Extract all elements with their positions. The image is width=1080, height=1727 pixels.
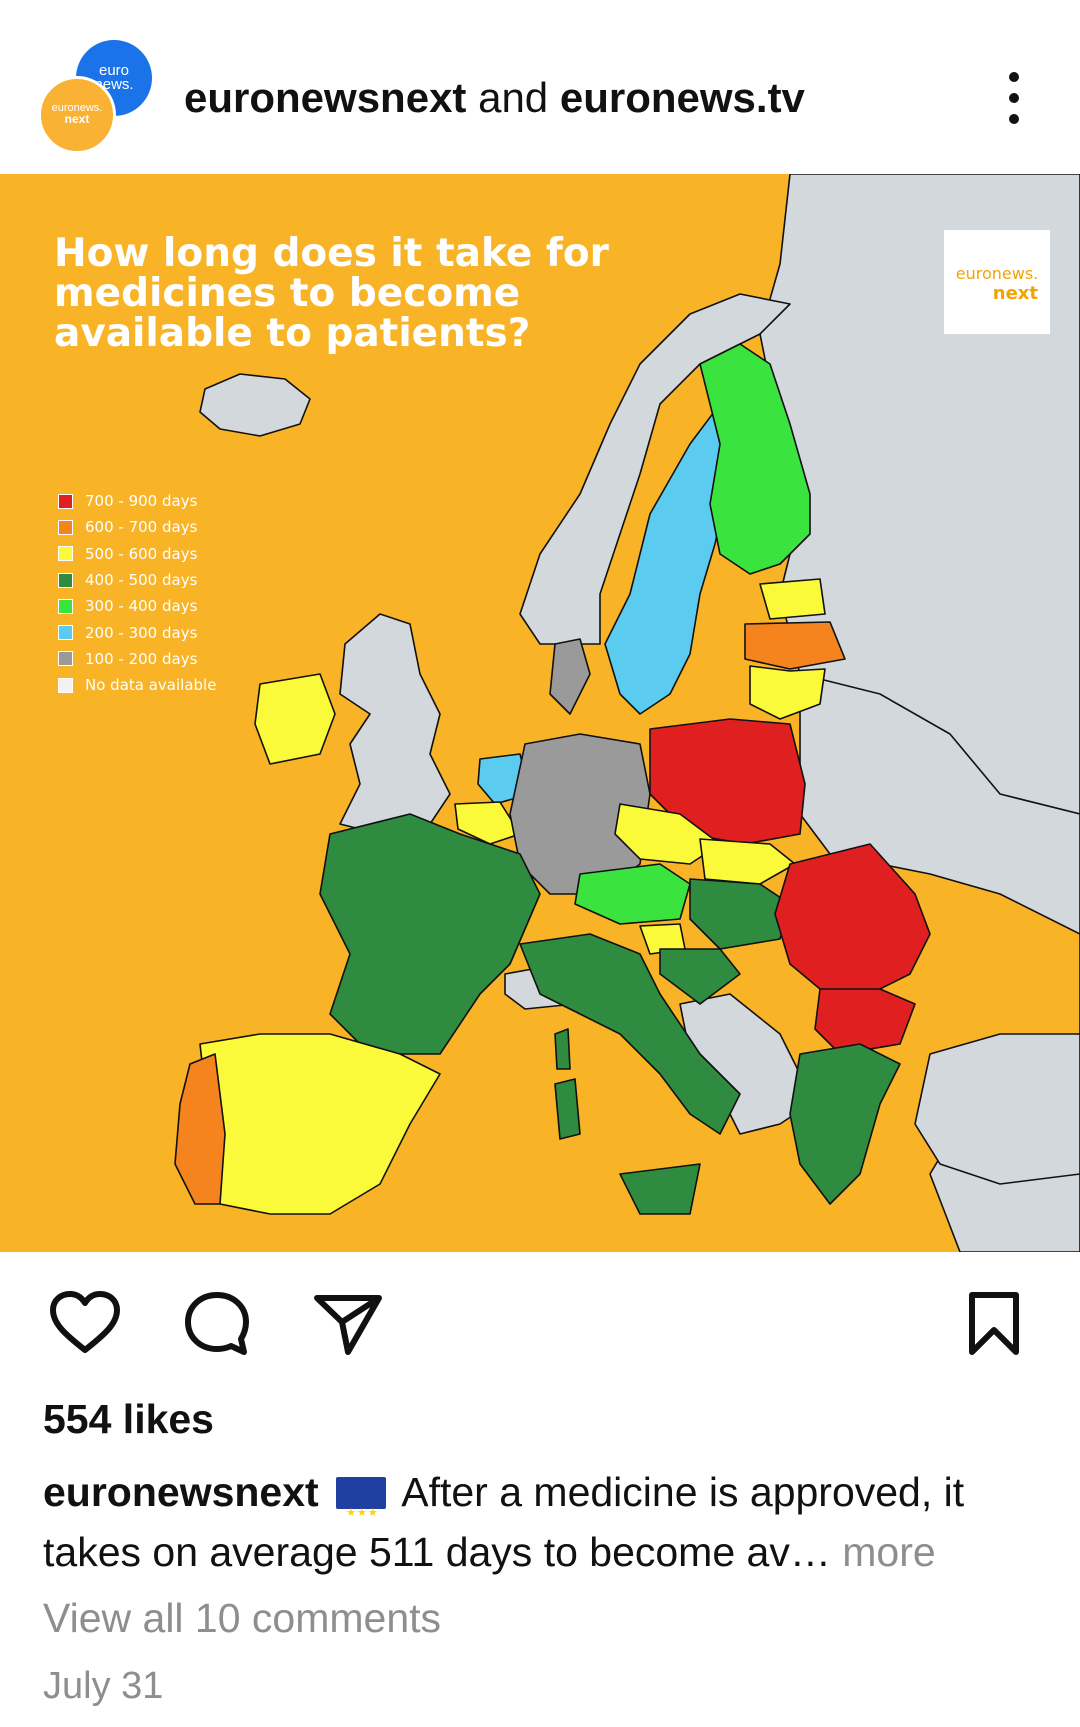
avatar-text: euronews. [51,102,103,114]
more-link[interactable]: more [830,1529,936,1575]
post-date: July 31 [43,1665,164,1707]
legend-item: No data available [58,672,216,698]
legend-swatch [58,546,73,562]
sicily-region [619,1163,701,1215]
legend-item: 500 - 600 days [58,541,216,567]
finland-region [699,343,811,575]
map-title: How long does it take for medicines to b… [54,231,609,356]
hungary-region [689,878,791,950]
sweden-region [604,403,731,715]
legend-item: 400 - 500 days [58,567,216,593]
avatar[interactable]: euro news. euronews. next [38,40,158,155]
italy-region [519,933,741,1135]
legend-swatch [58,651,73,667]
france-region [319,813,541,1055]
avatar-text-next: next [64,112,90,126]
legend-label: 300 - 400 days [85,597,198,616]
legend-item: 600 - 700 days [58,514,216,540]
legend-swatch [58,519,73,535]
legend-label: 400 - 500 days [85,571,198,590]
legend-swatch [58,677,73,693]
comment-bubble-icon[interactable] [182,1290,252,1358]
legend-label: 600 - 700 days [85,518,198,537]
brand-line-2: next [992,283,1038,304]
bookmark-icon[interactable] [964,1290,1024,1358]
heart-icon[interactable] [48,1290,122,1356]
view-all-comments-link[interactable]: View all 10 comments [43,1595,442,1641]
iceland-region [199,373,311,437]
lithuania-region [749,665,826,720]
czechia-region [614,803,721,865]
caption-text: After a medicine is approved, it takes o… [43,1469,965,1575]
map-legend: 700 - 900 days 600 - 700 days 500 - 600 … [58,488,216,698]
romania-region [774,843,931,995]
ireland-region [254,673,336,765]
legend-item: 200 - 300 days [58,619,216,645]
post-actions [0,1252,1080,1362]
eu-flag-icon [336,1477,387,1543]
caption-ellipsis: … [789,1529,831,1575]
brand-line-1: euronews. [955,264,1039,283]
post-image[interactable]: How long does it take for medicines to b… [0,174,1080,1252]
paper-plane-icon[interactable] [312,1290,384,1358]
legend-label: 100 - 200 days [85,649,198,668]
denmark-region [549,638,591,715]
account-link-euronewsnext[interactable]: euronewsnext [184,74,467,121]
brand-logo: euronews. next [944,230,1050,334]
portugal-region [174,1053,226,1205]
post-header: euro news. euronews. next euronewsnext an… [0,0,1080,174]
account-joiner: and [466,74,560,121]
uk-region [339,613,451,835]
legend-label: 200 - 300 days [85,623,198,642]
legend-item: 100 - 200 days [58,646,216,672]
slovakia-region [699,838,796,885]
legend-swatch [58,493,73,509]
greece-region [789,1043,901,1205]
belgium-region [454,801,521,845]
legend-swatch [58,598,73,614]
account-names: euronewsnext and euronews.tv [184,74,805,122]
vertical-ellipsis-icon[interactable] [996,72,1032,124]
legend-swatch [58,572,73,588]
legend-swatch [58,625,73,641]
caption-username[interactable]: euronewsnext [43,1469,319,1515]
euronews-next-avatar: euronews. next [38,76,116,154]
bulgaria-region [814,988,916,1055]
legend-item: 700 - 900 days [58,488,216,514]
spain-region [199,1033,441,1215]
legend-label: No data available [85,676,217,695]
account-link-euronews-tv[interactable]: euronews.tv [559,74,805,121]
likes-count[interactable]: 554 likes [43,1396,214,1442]
latvia-region [744,621,846,670]
sardinia-region [554,1078,581,1140]
croatia-region [659,948,741,1005]
legend-label: 500 - 600 days [85,544,198,563]
legend-label: 700 - 900 days [85,492,198,511]
turkey-region [914,1033,1080,1185]
estonia-region [759,578,826,620]
legend-item: 300 - 400 days [58,593,216,619]
post-caption: euronewsnext After a medicine is approve… [43,1462,1043,1582]
poland-region [649,718,806,845]
austria-region [574,863,691,925]
europe-map [174,174,1080,1252]
corsica-region [554,1028,571,1070]
